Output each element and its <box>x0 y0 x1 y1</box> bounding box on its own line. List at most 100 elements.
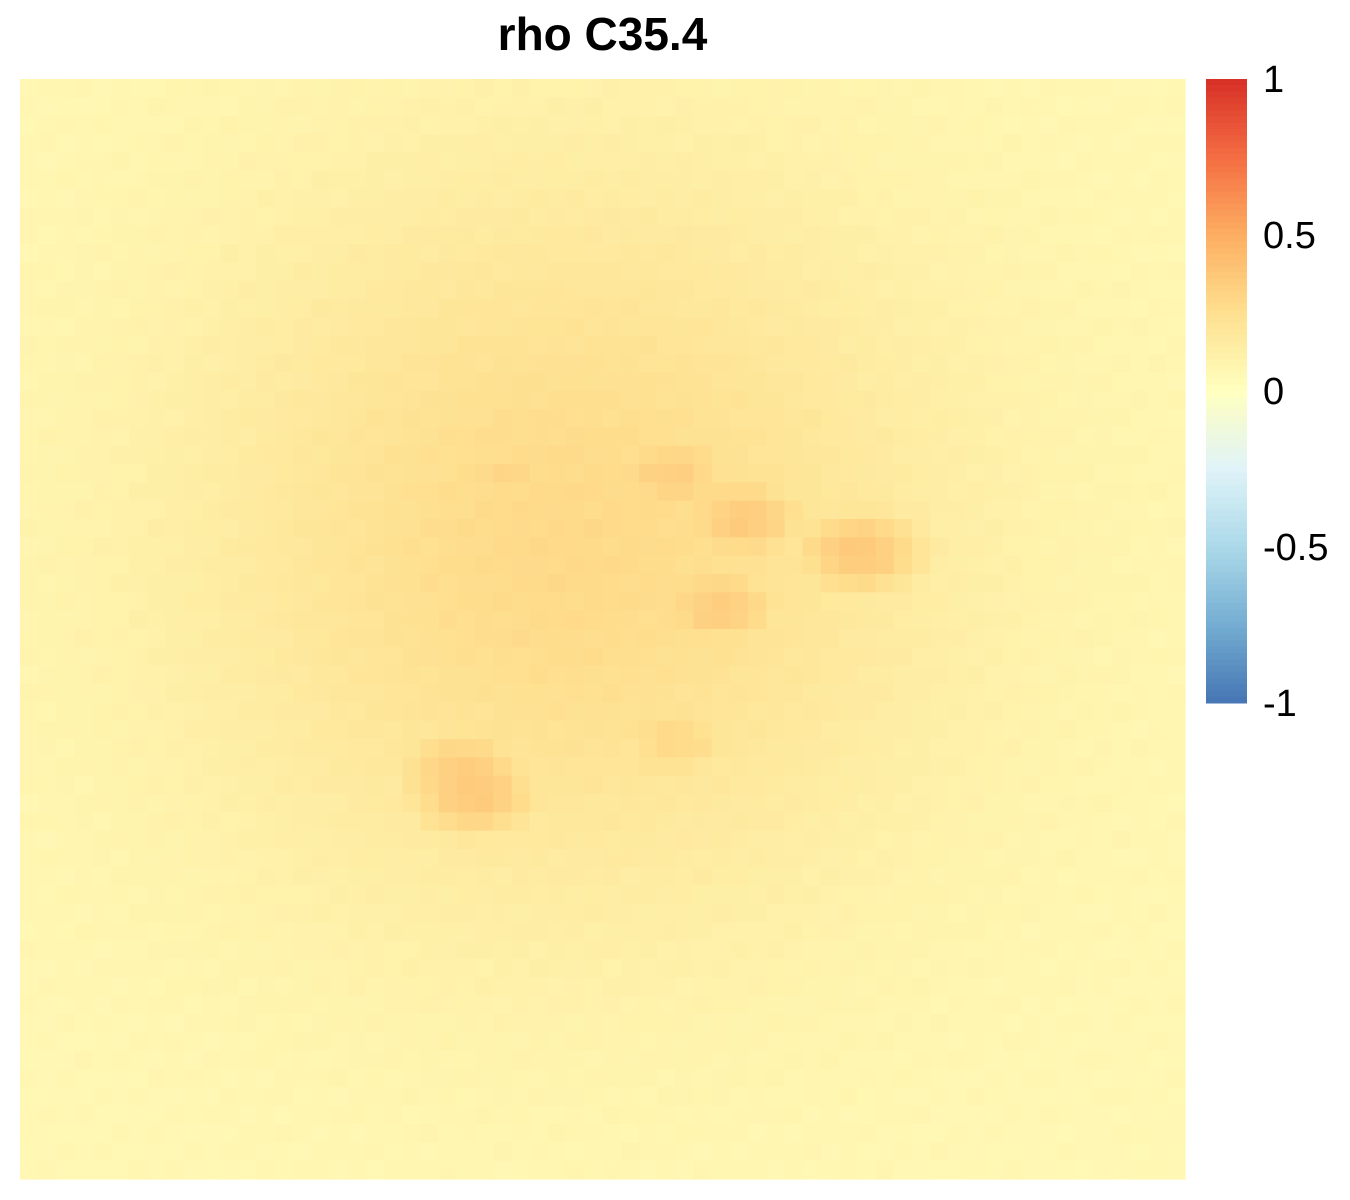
heatmap-cell <box>1167 1161 1186 1180</box>
heatmap-cell <box>475 739 494 758</box>
heatmap-cell <box>220 831 239 850</box>
heatmap-cell <box>1130 537 1149 556</box>
heatmap-cell <box>20 317 39 336</box>
heatmap-cell <box>38 831 57 850</box>
heatmap-cell <box>493 97 512 116</box>
heatmap-cell <box>584 501 603 520</box>
heatmap-cell <box>712 1069 731 1088</box>
heatmap-cell <box>329 721 348 740</box>
heatmap-cell <box>748 97 767 116</box>
heatmap-cell <box>985 1142 1004 1161</box>
heatmap-cell <box>857 1069 876 1088</box>
heatmap-cell <box>439 152 458 171</box>
heatmap-cell <box>948 904 967 923</box>
heatmap-cell <box>766 391 785 410</box>
heatmap-cell <box>803 391 822 410</box>
heatmap-cell <box>1058 134 1077 153</box>
heatmap-cell <box>147 611 166 630</box>
heatmap-cell <box>621 647 640 666</box>
heatmap-cell <box>985 922 1004 941</box>
heatmap-cell <box>511 189 530 208</box>
heatmap-cell <box>311 831 330 850</box>
heatmap-cell <box>657 116 676 135</box>
heatmap-cell <box>985 189 1004 208</box>
heatmap-cell <box>329 996 348 1015</box>
heatmap-cell <box>1021 427 1040 446</box>
heatmap-cell <box>75 684 94 703</box>
heatmap-cell <box>766 647 785 666</box>
heatmap-cell <box>1149 592 1168 611</box>
heatmap-cell <box>1149 79 1168 98</box>
legend-color-step <box>1206 297 1247 304</box>
heatmap-cell <box>1112 281 1131 300</box>
heatmap-cell <box>766 262 785 281</box>
heatmap-cell <box>1112 702 1131 721</box>
heatmap-cell <box>384 299 403 318</box>
heatmap-cell <box>293 831 312 850</box>
heatmap-cell <box>985 702 1004 721</box>
heatmap-cell <box>129 757 148 776</box>
heatmap-cell <box>1094 812 1113 831</box>
heatmap-cell <box>129 629 148 648</box>
heatmap-cell <box>1094 79 1113 98</box>
heatmap-cell <box>439 647 458 666</box>
heatmap-cell <box>748 281 767 300</box>
legend-color-step <box>1206 366 1247 373</box>
legend-color-step <box>1206 516 1247 523</box>
heatmap-cell <box>275 721 294 740</box>
heatmap-cell <box>475 281 494 300</box>
heatmap-cell <box>730 519 749 538</box>
heatmap-cell <box>311 189 330 208</box>
heatmap-cell <box>912 996 931 1015</box>
heatmap-cell <box>948 922 967 941</box>
heatmap-cell <box>275 922 294 941</box>
heatmap-cell <box>821 1106 840 1125</box>
heatmap-cell <box>694 1161 713 1180</box>
heatmap-cell <box>257 776 276 795</box>
heatmap-cell <box>166 867 185 886</box>
heatmap-cell <box>475 171 494 190</box>
heatmap-cell <box>202 794 221 813</box>
legend-color-step <box>1206 85 1247 92</box>
heatmap-cell <box>348 207 367 226</box>
heatmap-cell <box>657 556 676 575</box>
heatmap-cell <box>675 1124 694 1143</box>
heatmap-cell <box>566 611 585 630</box>
heatmap-cell <box>93 574 112 593</box>
heatmap-cell <box>839 1069 858 1088</box>
heatmap-cell <box>930 1124 949 1143</box>
heatmap-cell <box>530 1014 549 1033</box>
heatmap-cell <box>275 812 294 831</box>
heatmap-cell <box>420 336 439 355</box>
heatmap-cell <box>912 152 931 171</box>
heatmap-cell <box>748 391 767 410</box>
heatmap-cell <box>129 1106 148 1125</box>
heatmap-cell <box>311 1087 330 1106</box>
heatmap-cell <box>821 244 840 263</box>
heatmap-cell <box>1149 721 1168 740</box>
heatmap-cell <box>912 922 931 941</box>
heatmap-cell <box>1130 482 1149 501</box>
heatmap-cell <box>621 1106 640 1125</box>
heatmap-cell <box>1130 629 1149 648</box>
legend-color-step <box>1206 584 1247 591</box>
heatmap-cell <box>785 1014 804 1033</box>
heatmap-cell <box>694 794 713 813</box>
heatmap-cell <box>457 134 476 153</box>
heatmap-cell <box>730 537 749 556</box>
heatmap-cell <box>1039 592 1058 611</box>
heatmap-cell <box>621 592 640 611</box>
heatmap-cell <box>293 666 312 685</box>
heatmap-cell <box>839 996 858 1015</box>
heatmap-cell <box>857 1032 876 1051</box>
heatmap-cell <box>785 79 804 98</box>
heatmap-cell <box>566 941 585 960</box>
heatmap-cell <box>1003 996 1022 1015</box>
heatmap-cell <box>1039 794 1058 813</box>
heatmap-cell <box>876 1051 895 1070</box>
heatmap-cell <box>621 79 640 98</box>
heatmap-cell <box>56 556 75 575</box>
heatmap-cell <box>857 1014 876 1033</box>
heatmap-cell <box>785 977 804 996</box>
heatmap-cell <box>111 996 130 1015</box>
